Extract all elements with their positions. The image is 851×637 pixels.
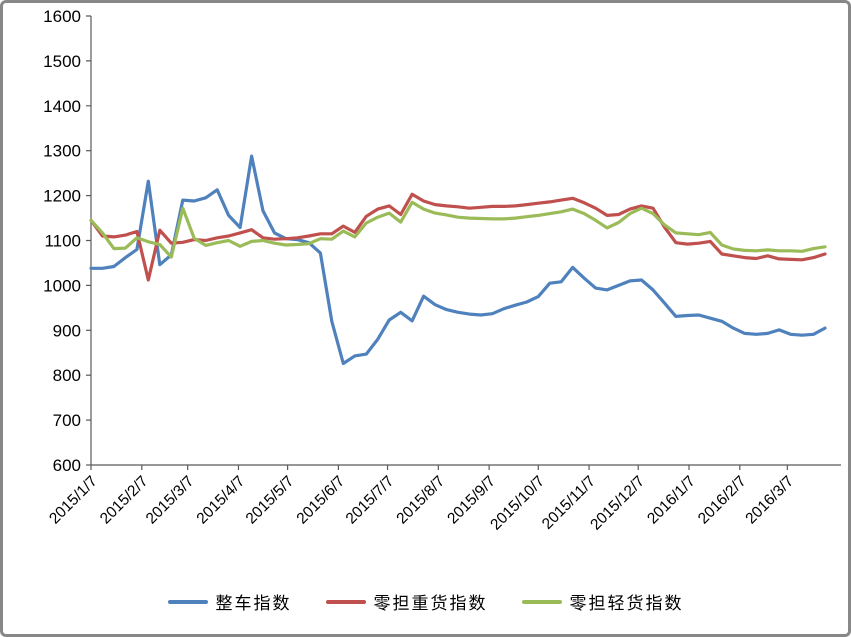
- legend-line-swatch: [521, 599, 562, 604]
- y-tick-label: 600: [53, 456, 81, 475]
- legend-label: 零担重货指数: [373, 594, 488, 613]
- legend-item-2[interactable]: 零担轻货指数: [521, 589, 684, 614]
- y-tick-label: 700: [53, 411, 81, 430]
- y-tick-label: 1500: [43, 52, 81, 71]
- legend-line-swatch: [325, 599, 366, 604]
- y-tick-label: 1100: [44, 232, 81, 251]
- x-tick-label: 2015/5/7: [243, 473, 298, 528]
- x-tick-label: 2015/12/7: [587, 473, 648, 534]
- legend-label: 零担轻货指数: [569, 594, 684, 613]
- y-tick-label: 1300: [43, 142, 81, 161]
- legend-label: 整车指数: [215, 594, 292, 613]
- y-tick-label: 800: [53, 366, 81, 385]
- y-tick-label: 1600: [43, 7, 81, 26]
- x-tick-label: 2015/6/7: [294, 473, 349, 528]
- line-chart: 600 700 800 900 1000 1100 1200 1300 1400 1500 1600…: [43, 7, 841, 534]
- chart-legend: 整车指数 零担重货指数 零担轻货指数: [3, 589, 848, 614]
- x-tick-label: 2015/2/7: [97, 473, 152, 528]
- series-line-2: [89, 200, 827, 259]
- y-tick-label: 1400: [43, 97, 81, 116]
- x-tick-label: 2015/10/7: [487, 473, 548, 534]
- x-tick-label: 2016/1/7: [644, 473, 699, 528]
- x-tick-label: 2015/4/7: [194, 473, 249, 528]
- x-tick-label: 2016/3/7: [742, 473, 797, 528]
- series-line-0: [89, 154, 827, 366]
- series-line-1: [89, 192, 827, 282]
- x-tick-label: 2015/8/7: [393, 473, 448, 528]
- x-tick-label: 2015/7/7: [343, 473, 398, 528]
- x-tick-label: 2015/1/7: [46, 473, 101, 528]
- x-tick-label: 2016/2/7: [695, 473, 750, 528]
- legend-line-swatch: [167, 599, 208, 604]
- x-tick-label: 2015/3/7: [143, 473, 198, 528]
- y-tick-label: 900: [53, 321, 81, 340]
- legend-item-0[interactable]: 整车指数: [167, 589, 292, 614]
- y-tick-label: 1000: [43, 276, 81, 295]
- y-tick-label: 1200: [43, 187, 81, 206]
- legend-item-1[interactable]: 零担重货指数: [325, 589, 488, 614]
